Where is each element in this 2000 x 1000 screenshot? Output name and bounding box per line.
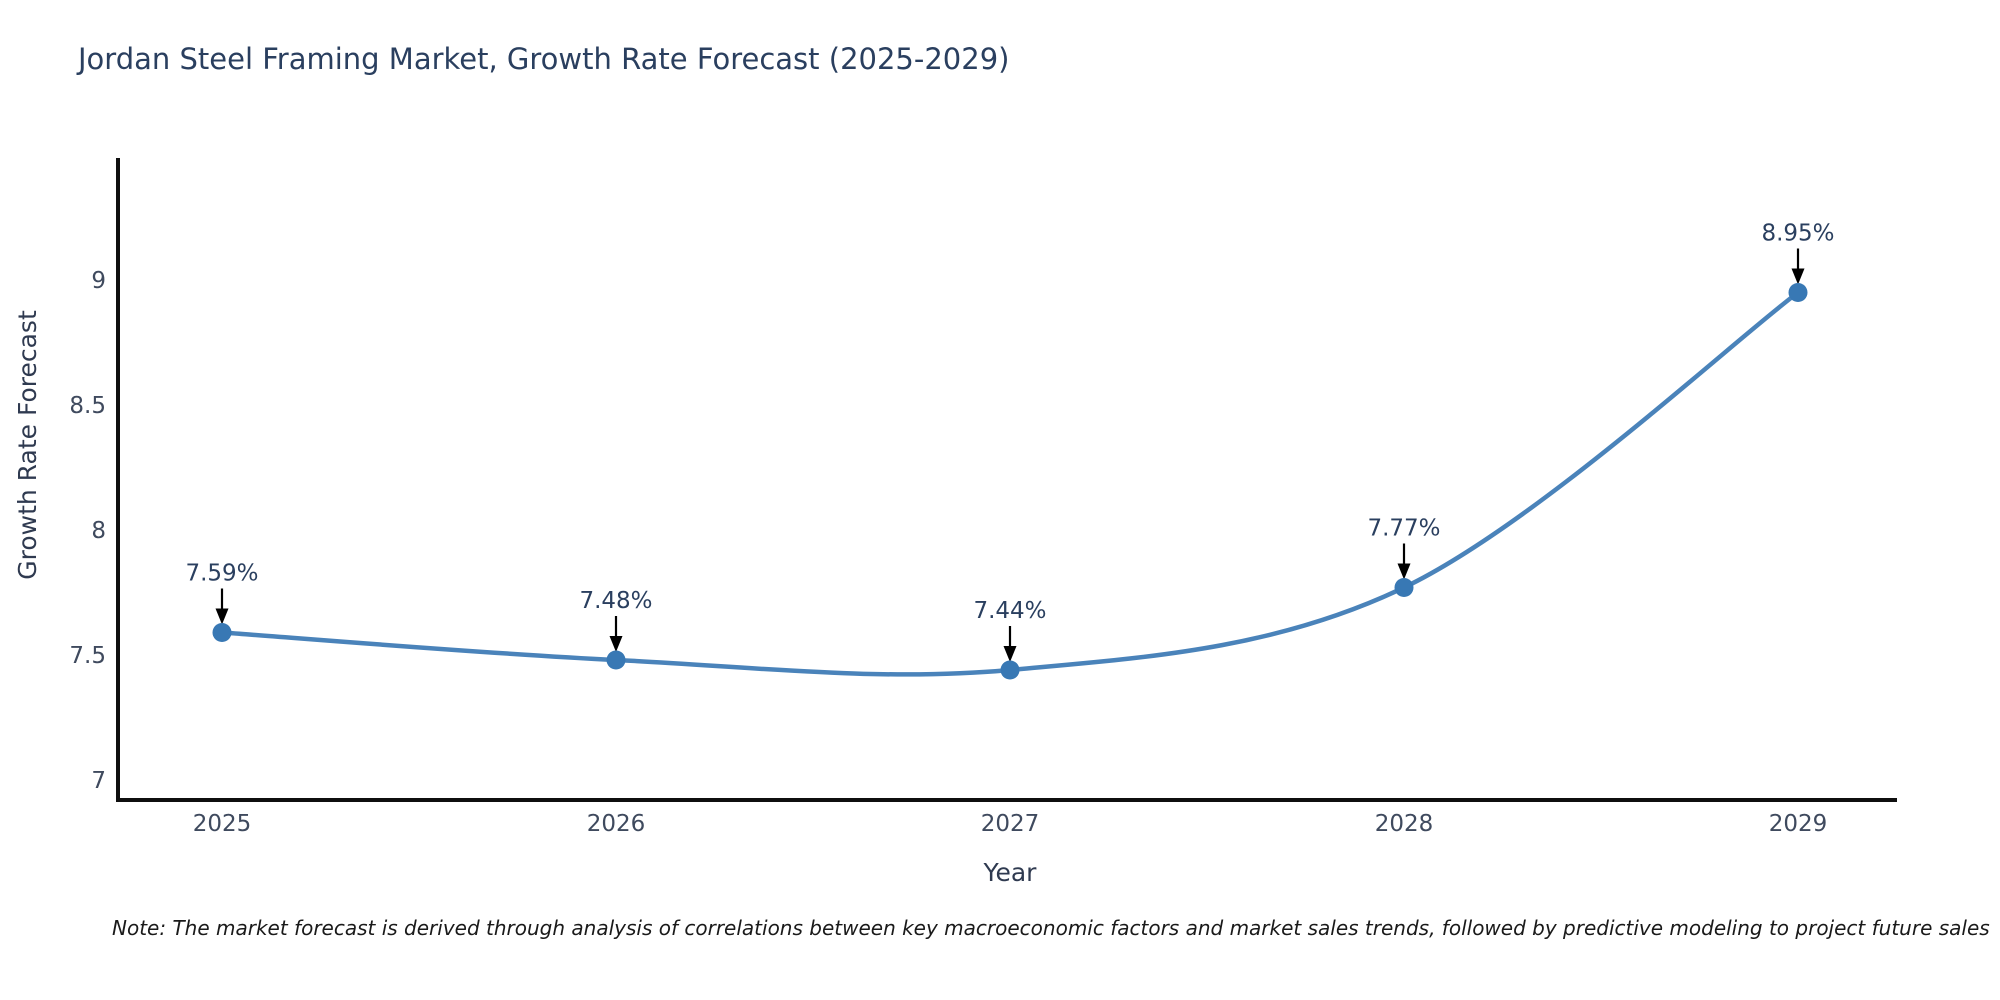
- x-axis-title: Year: [983, 858, 1037, 887]
- chart-title: Jordan Steel Framing Market, Growth Rate…: [78, 42, 1010, 76]
- data-point-2027[interactable]: [1000, 660, 1020, 680]
- data-point-2025[interactable]: [212, 623, 232, 642]
- forecast-line: [219, 290, 1801, 677]
- data-point-2026[interactable]: [606, 650, 626, 670]
- x-tick-label: 2028: [1375, 811, 1434, 837]
- point-annotation-label: 7.59%: [185, 561, 258, 587]
- y-tick-label: 8.5: [69, 393, 106, 419]
- annotation-arrowhead-icon: [215, 608, 229, 625]
- y-tick-label: 9: [91, 268, 106, 294]
- annotation-arrowhead-icon: [609, 636, 623, 652]
- point-annotation-label: 8.95%: [1761, 221, 1834, 247]
- data-point-2029[interactable]: [1788, 283, 1808, 302]
- y-tick-label: 7: [91, 768, 106, 794]
- x-tick-label: 2027: [981, 811, 1040, 837]
- point-annotation-label: 7.44%: [973, 598, 1046, 624]
- x-tick-label: 2029: [1769, 811, 1828, 837]
- y-tick-label: 8: [91, 518, 106, 544]
- annotation-arrowhead-icon: [1003, 646, 1017, 662]
- x-tick-label: 2026: [587, 811, 646, 837]
- y-tick-label: 7.5: [69, 643, 106, 669]
- x-tick-label: 2025: [193, 811, 252, 837]
- axis-lines: [116, 158, 1897, 802]
- footnote-text: Note: The market forecast is derived thr…: [112, 916, 1990, 940]
- y-axis-title: Growth Rate Forecast: [13, 310, 42, 580]
- point-annotation-label: 7.48%: [579, 588, 652, 614]
- data-point-2028[interactable]: [1394, 578, 1414, 597]
- point-annotation-label: 7.77%: [1367, 516, 1440, 542]
- annotation-arrowhead-icon: [1397, 563, 1411, 580]
- annotation-arrowhead-icon: [1791, 268, 1805, 285]
